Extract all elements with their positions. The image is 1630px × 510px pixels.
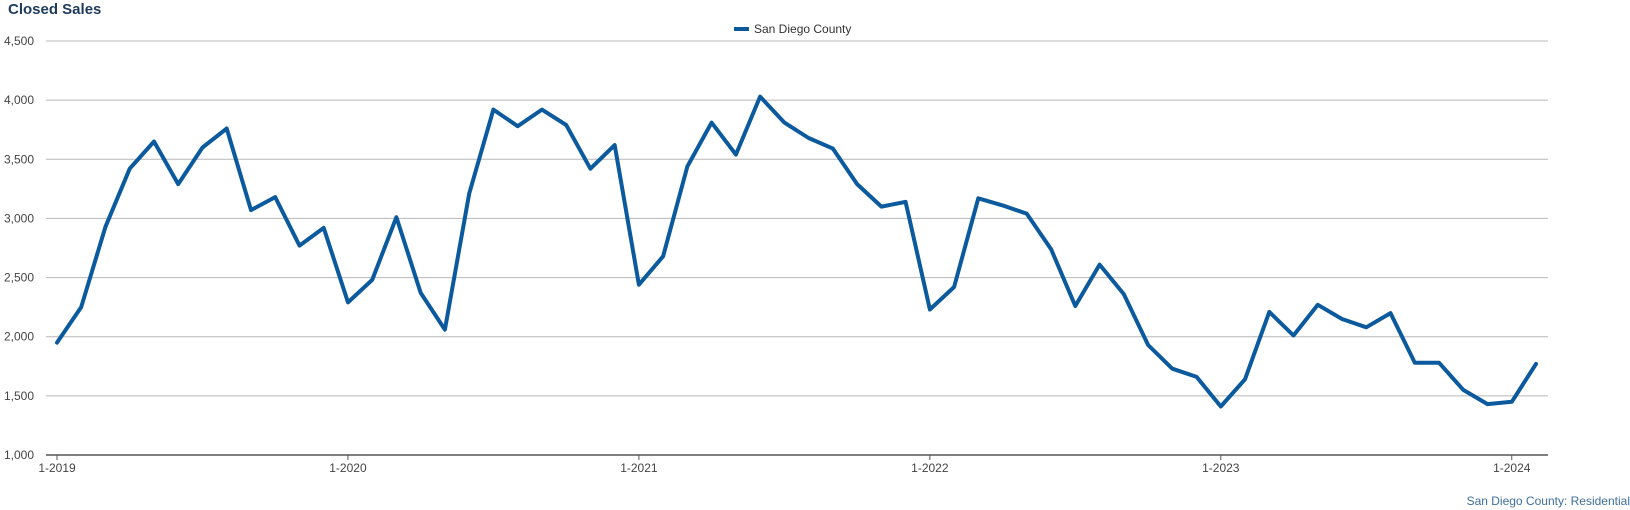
y-tick-label: 1,500: [4, 389, 34, 403]
y-tick-label: 3,000: [4, 211, 34, 225]
x-tick-label: 1-2024: [1493, 461, 1531, 475]
y-tick-label: 4,000: [4, 93, 34, 107]
x-tick-label: 1-2021: [620, 461, 658, 475]
chart-title: Closed Sales: [8, 1, 102, 18]
y-tick-label: 2,500: [4, 271, 34, 285]
y-tick-label: 3,500: [4, 152, 34, 166]
legend-label: San Diego County: [754, 22, 851, 36]
series-line: [55, 94, 1538, 409]
y-tick-label: 2,000: [4, 330, 34, 344]
x-tick-label: 1-2022: [911, 461, 949, 475]
footer-note: San Diego County: Residential: [1466, 494, 1630, 508]
legend-swatch: [734, 27, 749, 31]
y-tick-label: 1,000: [4, 448, 34, 462]
x-tick-label: 1-2019: [38, 461, 76, 475]
x-tick-label: 1-2020: [329, 461, 367, 475]
x-tick-label: 1-2023: [1202, 461, 1240, 475]
y-tick-label: 4,500: [4, 34, 34, 48]
